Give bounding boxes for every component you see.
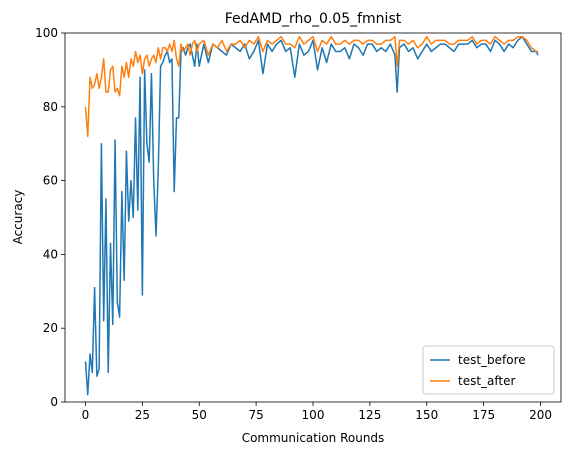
- x-tick-label: 100: [302, 408, 325, 422]
- legend-label: test_after: [458, 374, 516, 388]
- x-tick-label: 200: [529, 408, 552, 422]
- x-tick-label: 175: [472, 408, 495, 422]
- y-axis: 0 20 40 60 80 100: [35, 26, 65, 409]
- y-tick-label: 60: [43, 174, 58, 188]
- x-tick-label: 0: [82, 408, 90, 422]
- x-tick-label: 50: [192, 408, 207, 422]
- x-tick-label: 75: [248, 408, 263, 422]
- series-line-test-before: [84, 35, 539, 396]
- x-axis: 0 25 50 75 100 125 150 175 200: [82, 402, 552, 422]
- y-tick-label: 0: [50, 395, 58, 409]
- plot-frame: [64, 32, 562, 403]
- x-axis-label: Communication Rounds: [242, 431, 385, 445]
- plot-area: [84, 35, 539, 396]
- y-axis-label: Accuracy: [11, 190, 25, 245]
- legend: test_before test_after: [422, 345, 555, 395]
- legend-box: [422, 345, 555, 395]
- x-tick-label: 125: [358, 408, 381, 422]
- y-tick-label: 20: [43, 321, 58, 335]
- x-tick-label: 150: [415, 408, 438, 422]
- chart-title: FedAMD_rho_0.05_fmnist: [225, 11, 402, 27]
- y-tick-label: 40: [43, 247, 58, 261]
- y-tick-label: 100: [35, 26, 58, 40]
- x-tick-label: 25: [135, 408, 150, 422]
- legend-label: test_before: [458, 353, 526, 367]
- series-line-test-after: [84, 35, 539, 138]
- y-tick-label: 80: [43, 100, 58, 114]
